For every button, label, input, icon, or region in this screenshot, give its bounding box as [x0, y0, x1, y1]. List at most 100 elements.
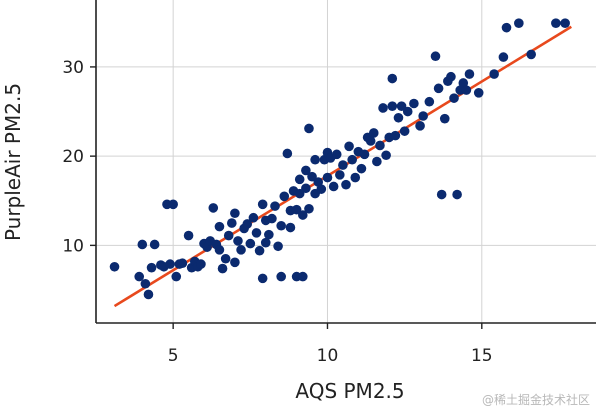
data-point [233, 236, 243, 246]
data-point [301, 183, 311, 194]
data-point [304, 203, 314, 214]
data-point [338, 160, 348, 170]
data-point [424, 96, 435, 107]
data-point [359, 149, 370, 160]
data-point [439, 113, 450, 124]
y-tick-label: 30 [62, 58, 84, 78]
data-point [230, 257, 240, 268]
data-point [149, 239, 160, 250]
y-tick-label: 20 [62, 147, 84, 167]
data-point [230, 208, 240, 219]
data-point [341, 179, 351, 190]
data-point [430, 51, 441, 62]
data-point [254, 245, 265, 256]
data-point [285, 222, 296, 233]
y-axis-label: PurpleAir PM2.5 [1, 83, 25, 241]
data-point [551, 18, 561, 28]
data-point [390, 130, 401, 141]
data-point [501, 22, 512, 33]
data-point [214, 221, 225, 232]
data-point [245, 238, 256, 249]
x-axis-label: AQS PM2.5 [295, 379, 404, 403]
data-point [436, 189, 447, 200]
data-point [264, 229, 274, 240]
data-point [183, 230, 194, 241]
data-point [350, 172, 361, 183]
data-point [220, 253, 231, 264]
data-point [236, 245, 246, 255]
data-point [356, 163, 367, 174]
data-point [473, 87, 484, 98]
data-point [143, 289, 154, 300]
data-point [399, 126, 410, 136]
data-point [208, 203, 219, 213]
watermark: @稀土掘金技术社区 [482, 392, 590, 407]
data-point [328, 181, 339, 192]
data-point [267, 213, 277, 224]
data-point [165, 259, 175, 269]
data-point [335, 170, 345, 180]
data-point [409, 98, 419, 109]
data-point [294, 174, 305, 185]
data-point [489, 69, 499, 79]
data-point [344, 141, 354, 152]
grid [96, 0, 596, 323]
data-point [433, 83, 444, 94]
data-point [214, 245, 225, 255]
data-point [449, 93, 459, 103]
data-point [270, 201, 280, 211]
data-point [242, 219, 253, 229]
data-point [217, 263, 228, 274]
x-tick-label: 5 [168, 346, 179, 366]
data-point [316, 184, 327, 194]
data-point [223, 230, 234, 241]
data-point [514, 18, 524, 28]
data-point [310, 154, 320, 165]
x-tick-label: 15 [471, 346, 493, 366]
data-point [415, 121, 425, 131]
data-point [168, 199, 178, 210]
data-point [378, 103, 388, 113]
data-point [452, 189, 462, 200]
data-point [276, 220, 286, 231]
data-point [461, 85, 472, 95]
data-point [402, 106, 413, 117]
data-point [248, 212, 259, 223]
y-tick-label: 10 [62, 236, 84, 256]
axes: 5 10 15 10 20 30 [62, 0, 596, 366]
data-point [251, 228, 262, 238]
data-point [146, 262, 157, 273]
data-point [560, 18, 570, 28]
data-point [446, 71, 456, 82]
data-point [282, 148, 293, 159]
data-point [137, 239, 148, 250]
data-point [381, 150, 391, 161]
data-point [301, 165, 311, 176]
data-point [498, 52, 509, 62]
data-point [227, 218, 237, 228]
data-point [372, 156, 382, 167]
data-point [257, 199, 268, 210]
data-point [140, 278, 151, 289]
data-point [257, 273, 268, 284]
x-tick-label: 10 [317, 346, 339, 366]
data-point [365, 136, 376, 146]
data-point [464, 69, 475, 79]
data-point [418, 111, 428, 121]
data-point [297, 210, 308, 220]
data-point [177, 258, 188, 269]
data-point [368, 128, 379, 138]
data-point [297, 271, 308, 282]
data-point [331, 149, 342, 160]
data-point [279, 191, 290, 202]
data-point [109, 261, 120, 272]
data-point [304, 123, 314, 134]
data-point [347, 154, 357, 165]
data-point [526, 49, 536, 60]
data-point [393, 112, 404, 123]
data-point [276, 271, 286, 282]
data-point [387, 101, 398, 111]
points-layer [109, 18, 570, 300]
